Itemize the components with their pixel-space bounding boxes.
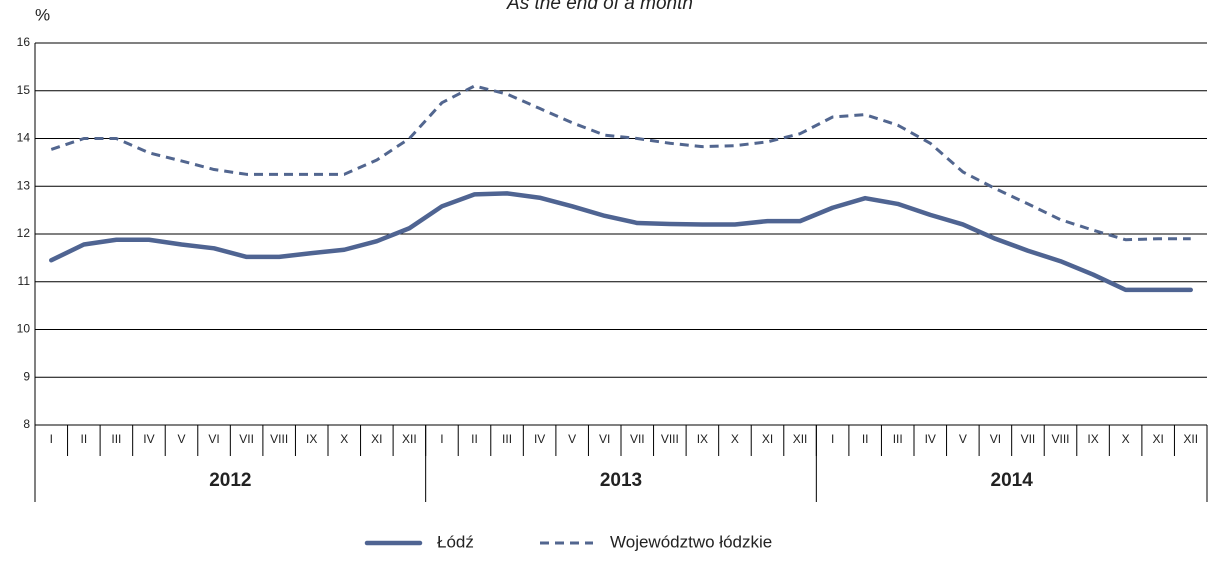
x-tick-label: V xyxy=(568,432,576,446)
x-tick-label: XI xyxy=(762,432,773,446)
x-tick-label: XII xyxy=(793,432,808,446)
x-tick-label: VI xyxy=(990,432,1001,446)
x-tick-label: VII xyxy=(239,432,254,446)
x-tick-label: VII xyxy=(1021,432,1036,446)
year-label: 2013 xyxy=(600,470,642,491)
x-tick-label: IV xyxy=(534,432,545,446)
y-unit: % xyxy=(35,5,50,24)
x-tick-label: V xyxy=(177,432,185,446)
x-tick-label: II xyxy=(471,432,478,446)
x-tick-label: XI xyxy=(1152,432,1163,446)
chart-title: As the end of a month xyxy=(506,0,693,14)
y-tick-label: 15 xyxy=(17,83,31,97)
x-tick-label: VI xyxy=(599,432,610,446)
y-tick-label: 12 xyxy=(17,226,31,240)
x-tick-label: I xyxy=(440,432,443,446)
x-tick-label: II xyxy=(80,432,87,446)
y-tick-label: 16 xyxy=(17,35,31,49)
x-tick-label: XI xyxy=(371,432,382,446)
x-tick-label: X xyxy=(340,432,348,446)
year-label: 2014 xyxy=(991,470,1034,491)
x-tick-label: I xyxy=(50,432,53,446)
x-tick-label: I xyxy=(831,432,834,446)
year-label: 2012 xyxy=(209,470,251,491)
x-tick-label: IX xyxy=(306,432,317,446)
x-tick-label: XII xyxy=(402,432,417,446)
y-tick-label: 10 xyxy=(17,322,31,336)
x-tick-label: V xyxy=(959,432,967,446)
x-tick-label: VIII xyxy=(270,432,288,446)
y-tick-label: 14 xyxy=(17,131,31,145)
x-tick-label: IV xyxy=(925,432,936,446)
series-line xyxy=(49,191,1193,293)
x-tick-label: VIII xyxy=(661,432,679,446)
x-tick-label: VII xyxy=(630,432,645,446)
legend-label: Łódź xyxy=(437,532,474,551)
x-tick-label: VIII xyxy=(1051,432,1069,446)
y-tick-label: 11 xyxy=(18,274,31,288)
x-tick-label: IX xyxy=(697,432,708,446)
x-tick-label: III xyxy=(111,432,121,446)
x-tick-label: II xyxy=(862,432,869,446)
x-tick-label: X xyxy=(731,432,739,446)
x-tick-label: IX xyxy=(1087,432,1098,446)
series-line xyxy=(50,84,1191,242)
x-tick-label: XII xyxy=(1183,432,1198,446)
x-tick-label: X xyxy=(1122,432,1130,446)
legend-label: Województwo łódzkie xyxy=(610,532,772,551)
x-tick-label: IV xyxy=(143,432,154,446)
x-tick-label: VI xyxy=(208,432,219,446)
x-tick-label: III xyxy=(893,432,903,446)
y-tick-label: 13 xyxy=(17,178,31,192)
y-tick-label: 9 xyxy=(23,369,30,383)
y-tick-label: 8 xyxy=(23,417,30,431)
x-tick-label: III xyxy=(502,432,512,446)
